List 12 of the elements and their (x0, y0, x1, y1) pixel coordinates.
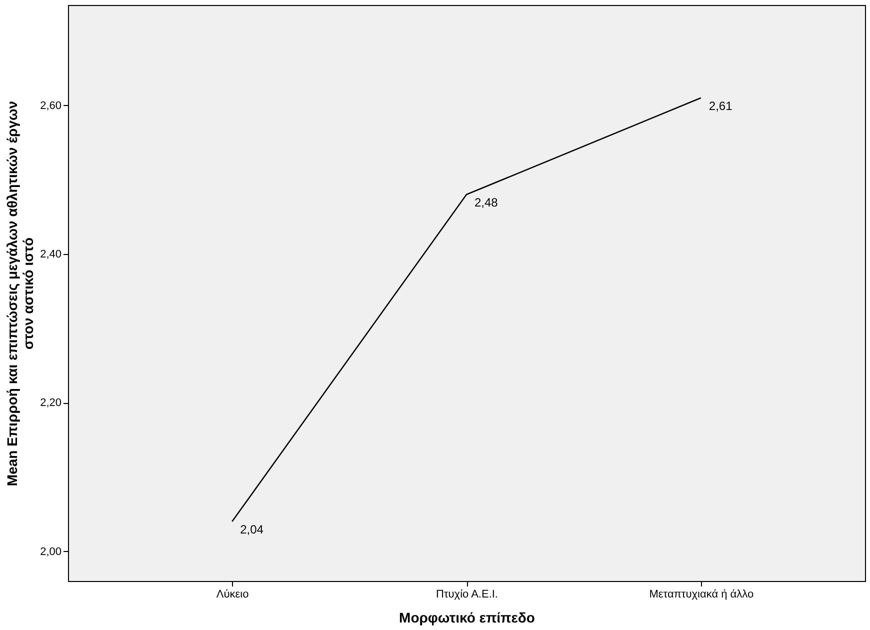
y-axis-title: Mean Επιρροή και επιπτώσεις μεγάλων αθλητικών έργων στον αστικό ιστό (4, 100, 36, 486)
y-tick-label: 2,00 (40, 546, 62, 558)
y-tick-label: 2,40 (40, 248, 62, 260)
data-label: 2,61 (708, 98, 733, 113)
data-label: 2,48 (474, 196, 498, 210)
x-tick-label: Πτυχίο Α.Ε.Ι. (436, 588, 498, 600)
data-label: 2,04 (240, 522, 264, 537)
y-tick-label: 2,20 (40, 397, 62, 410)
x-tick-label: Λύκειο (216, 588, 249, 600)
x-axis-title: Μορφωτικό επίπεδο (399, 610, 535, 626)
x-tick-label: Μεταπτυχιακά ή άλλο (649, 588, 754, 600)
y-tick-label: 2,60 (40, 100, 62, 112)
